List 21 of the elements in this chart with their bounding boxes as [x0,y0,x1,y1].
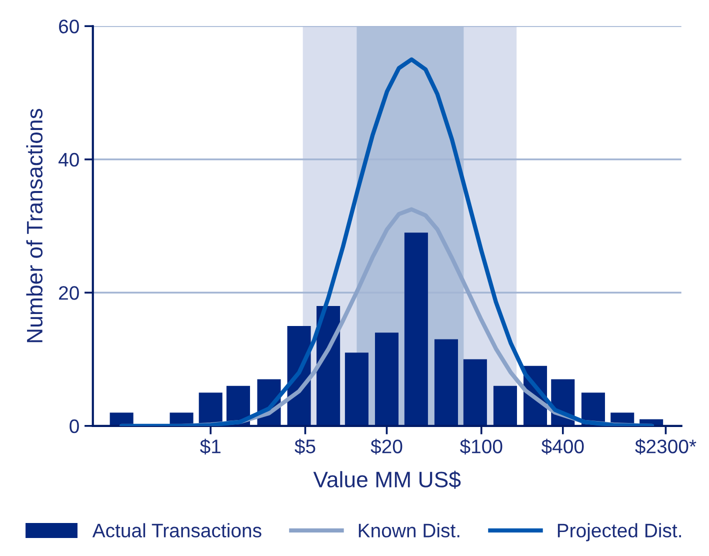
legend-label: Projected Dist. [558,523,681,542]
x-tick-label: $1 [200,438,220,455]
bar [463,359,487,426]
y-tick-label: 0 [70,419,79,434]
x-tick-label: $100 [460,438,502,455]
bar [434,339,458,426]
y-tick-label: 60 [59,20,79,34]
bar [374,332,399,426]
legend-label: Known Dist. [358,523,460,538]
bar [493,386,517,426]
x-tick-label: $20 [370,438,402,455]
legend-label: Actual Transactions [92,523,262,538]
bar [404,232,428,426]
x-axis-title: Value MM US$ [313,470,461,489]
bar [344,352,368,426]
y-axis-title: Number of Transactions [26,108,43,342]
x-tick-label: $400 [541,438,584,455]
y-tick-label: 20 [59,286,79,300]
x-tick-label: $2300* [635,438,696,455]
y-tick-label: 40 [58,152,79,167]
x-tick-label: $5 [294,438,316,455]
